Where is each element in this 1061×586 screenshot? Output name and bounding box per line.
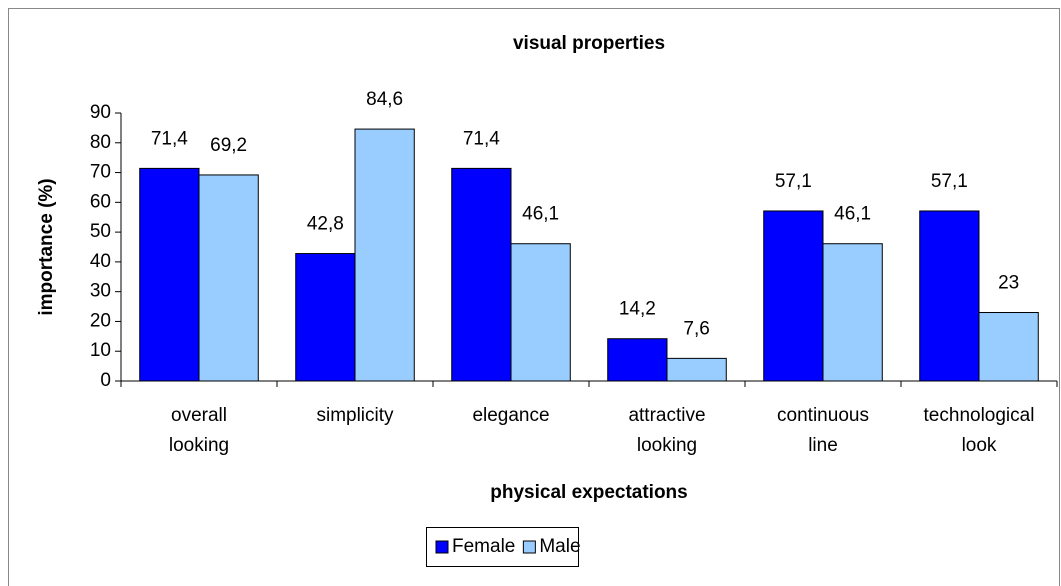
bar [510, 243, 571, 382]
x-tick-label: attractive looking [628, 405, 705, 456]
y-axis-title: importance (%) [36, 178, 57, 315]
chart-title: visual properties [513, 33, 665, 54]
bar [295, 253, 356, 382]
legend-label: Female [452, 536, 515, 557]
value-label: 71,4 [151, 128, 188, 149]
y-tick-label: 10 [90, 340, 111, 361]
bar [607, 338, 668, 382]
bar [763, 210, 824, 382]
x-tick-label: elegance [472, 405, 549, 426]
legend-box [426, 527, 579, 567]
y-tick-label: 80 [90, 132, 111, 153]
y-tick-label: 50 [90, 221, 111, 242]
bar [978, 312, 1039, 382]
x-tick-label: overall looking [169, 405, 229, 456]
bar [666, 357, 727, 382]
legend-label: Male [539, 536, 580, 557]
bar [822, 243, 883, 382]
bar [451, 167, 512, 382]
x-axis-title: physical expectations [490, 482, 687, 503]
value-label: 71,4 [463, 128, 500, 149]
y-tick-label: 60 [90, 191, 111, 212]
legend-swatch [435, 540, 449, 554]
value-label: 7,6 [683, 318, 709, 339]
y-tick-label: 90 [90, 102, 111, 123]
y-tick-label: 70 [90, 162, 111, 183]
x-tick-label: simplicity [316, 405, 394, 426]
value-label: 14,2 [619, 299, 656, 320]
y-tick-label: 0 [100, 370, 111, 391]
bar [198, 174, 259, 382]
bar [919, 210, 980, 382]
value-label: 84,6 [366, 89, 403, 110]
y-tick-label: 40 [90, 251, 111, 272]
value-label: 69,2 [210, 135, 247, 156]
y-tick-label: 30 [90, 281, 111, 302]
value-label: 46,1 [522, 204, 559, 225]
value-label: 46,1 [834, 204, 871, 225]
bar [139, 167, 200, 382]
value-label: 23 [998, 273, 1019, 294]
legend-swatch [522, 540, 536, 554]
value-label: 42,8 [307, 214, 344, 235]
y-tick-label: 20 [90, 310, 111, 331]
bar [354, 128, 415, 382]
value-label: 57,1 [775, 171, 812, 192]
x-tick-label: technological look [924, 405, 1035, 456]
value-label: 57,1 [931, 171, 968, 192]
x-tick-label: continuous line [777, 405, 869, 456]
